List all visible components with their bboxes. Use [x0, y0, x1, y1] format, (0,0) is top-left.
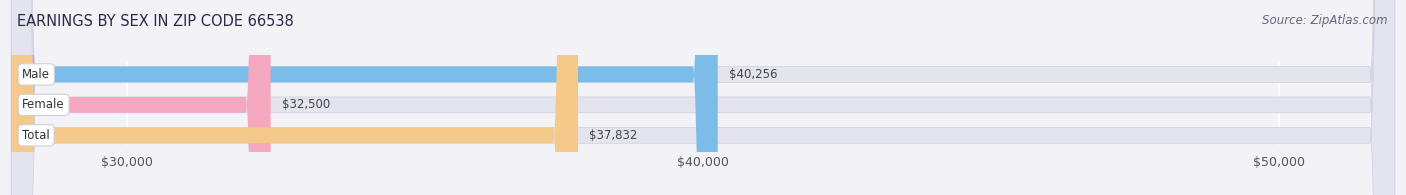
FancyBboxPatch shape: [11, 0, 1395, 195]
FancyBboxPatch shape: [11, 0, 1395, 195]
FancyBboxPatch shape: [11, 0, 271, 195]
Text: $37,832: $37,832: [589, 129, 637, 142]
Text: Source: ZipAtlas.com: Source: ZipAtlas.com: [1263, 14, 1388, 27]
Text: Female: Female: [22, 98, 65, 111]
Text: $32,500: $32,500: [281, 98, 330, 111]
FancyBboxPatch shape: [11, 0, 717, 195]
Text: EARNINGS BY SEX IN ZIP CODE 66538: EARNINGS BY SEX IN ZIP CODE 66538: [17, 14, 294, 29]
FancyBboxPatch shape: [11, 0, 1395, 195]
Text: Total: Total: [22, 129, 51, 142]
Text: Male: Male: [22, 68, 51, 81]
FancyBboxPatch shape: [11, 0, 578, 195]
Text: $40,256: $40,256: [728, 68, 778, 81]
